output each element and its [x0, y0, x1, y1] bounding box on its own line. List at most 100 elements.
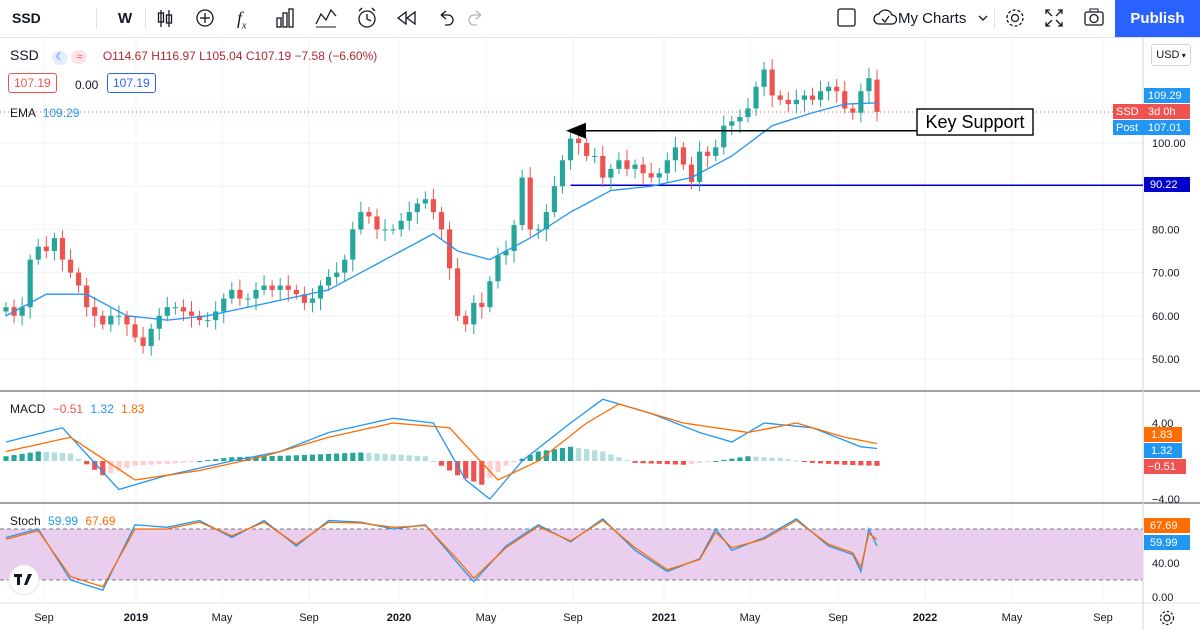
candle-body: [205, 320, 211, 322]
undo-icon[interactable]: [437, 0, 455, 37]
macd-bar: [656, 461, 662, 464]
macd-bar: [116, 461, 122, 471]
candle: [59, 230, 66, 272]
candle: [753, 81, 759, 116]
candle: [301, 286, 307, 311]
candle: [640, 156, 646, 185]
candle-body: [761, 69, 767, 87]
candle-body: [592, 155, 598, 157]
chevron-down-icon[interactable]: [978, 0, 988, 37]
candle: [745, 98, 751, 123]
candle-body: [293, 289, 299, 295]
candle-body: [237, 289, 243, 299]
compare-icon[interactable]: [315, 0, 337, 37]
candle: [721, 115, 727, 155]
macd-bar: [471, 461, 477, 482]
my-charts-button[interactable]: My Charts: [872, 0, 966, 37]
candle: [390, 224, 396, 235]
macd-tick-label: −4.00: [1152, 494, 1180, 506]
candle-body: [84, 285, 90, 308]
macd-bar: [325, 453, 332, 461]
candle: [35, 238, 41, 265]
macd-bar: [108, 461, 114, 473]
symbol-search[interactable]: SSD: [12, 10, 41, 26]
legend-symbol[interactable]: SSD: [10, 47, 39, 63]
ema-label[interactable]: EMA: [10, 106, 36, 120]
macd-histogram: [3, 446, 880, 485]
alert-clock-icon[interactable]: [356, 0, 378, 37]
candle-body: [842, 91, 848, 109]
candle: [67, 249, 74, 278]
chevron-down-icon: ▾: [1179, 51, 1186, 60]
time-tick-label: May: [476, 612, 497, 624]
publish-button[interactable]: Publish: [1115, 0, 1200, 37]
macd-bar: [11, 455, 17, 461]
candle-body: [390, 229, 396, 231]
candle-body: [269, 285, 275, 290]
svg-text:67.69: 67.69: [1150, 520, 1178, 532]
gear-icon[interactable]: [1159, 610, 1175, 626]
candle: [713, 139, 719, 162]
bid-price[interactable]: 107.19: [8, 73, 57, 93]
macd-bar: [35, 451, 41, 461]
candle: [463, 310, 469, 332]
bar-chart-icon[interactable]: [275, 0, 295, 37]
candle: [487, 276, 493, 313]
macd-bar: [422, 456, 428, 461]
camera-icon[interactable]: [1083, 0, 1105, 37]
candle-body: [455, 268, 461, 316]
add-indicator-icon[interactable]: [195, 0, 215, 37]
macd-bar: [874, 461, 880, 466]
macd-bar: [737, 457, 743, 461]
macd-hist-value: −0.51: [52, 402, 84, 416]
macd-bar: [350, 452, 356, 461]
candle-body: [600, 155, 606, 178]
replay-icon[interactable]: [396, 0, 417, 37]
macd-bar: [406, 455, 412, 461]
candle: [430, 188, 437, 220]
candle: [729, 116, 735, 136]
svg-text:107.01: 107.01: [1148, 122, 1182, 134]
macd-bar: [688, 461, 695, 464]
macd-bar: [196, 461, 203, 462]
fx-indicators-icon[interactable]: fx: [237, 8, 247, 32]
svg-text:Key Support: Key Support: [925, 112, 1024, 132]
macd-bar: [543, 450, 549, 461]
post-price-tag: Post 107.01: [1113, 120, 1190, 135]
candle-body: [164, 307, 170, 316]
macd-label[interactable]: MACD: [10, 402, 46, 416]
price-tick-label: 70.00: [1152, 268, 1180, 280]
macd-bar: [342, 453, 348, 461]
candle: [172, 301, 178, 315]
ema-value: 109.29: [42, 106, 80, 120]
candle-body: [59, 238, 66, 260]
stoch-label[interactable]: Stoch: [10, 514, 41, 528]
candle-body: [826, 86, 832, 92]
currency-label: USD: [1156, 49, 1180, 61]
macd-bar: [156, 461, 162, 465]
macd-bar: [600, 451, 606, 461]
candle-body: [479, 302, 485, 308]
gear-icon[interactable]: [1004, 0, 1026, 37]
key-support-label[interactable]: Key Support: [916, 108, 1034, 136]
candle-body: [75, 272, 82, 286]
candle-body: [834, 86, 840, 92]
ask-price[interactable]: 107.19: [107, 73, 156, 93]
time-tick-label: 2019: [124, 612, 148, 624]
macd-hist-tag: −0.51: [1144, 459, 1186, 474]
candle: [511, 219, 517, 263]
macd-bar: [463, 461, 469, 479]
fullscreen-icon[interactable]: [1044, 0, 1064, 37]
candles-icon[interactable]: [156, 0, 174, 37]
key-support-arrow: [566, 122, 586, 139]
candle-body: [624, 160, 630, 169]
interval-button[interactable]: W: [118, 10, 133, 27]
macd-bar: [43, 451, 49, 461]
macd-bar: [124, 461, 130, 469]
candle: [551, 175, 558, 218]
layout-square-icon[interactable]: [836, 0, 856, 37]
currency-selector[interactable]: USD ▾: [1151, 44, 1191, 66]
macd-bar: [850, 461, 856, 466]
candle: [3, 301, 9, 317]
price-chart[interactable]: Key Support 100.0090.0080.0070.0060.0050…: [0, 38, 1200, 630]
